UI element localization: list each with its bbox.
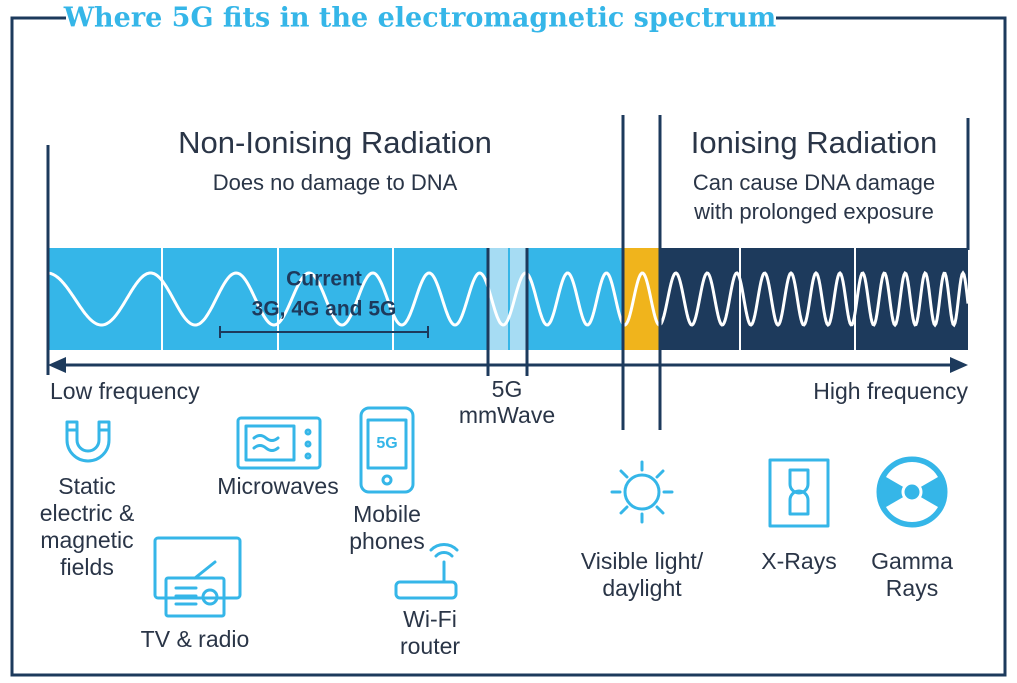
phone-badge: 5G [376, 435, 397, 452]
item-label: Mobile [353, 501, 421, 527]
item-label: Microwaves [217, 473, 338, 499]
subtitle: Can cause DNA damage [693, 170, 935, 195]
band-label: Current [286, 268, 362, 291]
high-frequency: High frequency [813, 378, 968, 404]
dividers [46, 115, 970, 430]
item-label: Wi-Fi [403, 606, 457, 632]
icons [65, 406, 948, 618]
low-frequency: Low frequency [50, 378, 200, 404]
item-label: Gamma [871, 548, 953, 574]
item-label: TV & radio [141, 626, 250, 652]
item-label: electric & [40, 500, 135, 526]
item-label: router [400, 633, 460, 659]
mmwave-label: mmWave [459, 402, 555, 428]
item-label: daylight [602, 575, 682, 601]
item-label: Visible light/ [581, 548, 704, 574]
item-label: magnetic [40, 527, 133, 553]
item-label: X-Rays [761, 548, 836, 574]
item-label: Static [58, 473, 116, 499]
arrow-left [48, 357, 66, 373]
item-label: phones [349, 528, 424, 554]
band-label: 3G, 4G and 5G [252, 298, 397, 321]
title: Where 5G fits in the electromagnetic spe… [63, 3, 777, 34]
spectrum-bar [47, 248, 970, 350]
heading: Non-Ionising Radiation [178, 125, 492, 160]
heading: Ionising Radiation [691, 125, 937, 160]
frame [10, 16, 1007, 677]
arrow-right [950, 357, 968, 373]
item-label: Rays [886, 575, 938, 601]
subtitle: with prolonged exposure [693, 199, 934, 224]
current-bracket [219, 326, 429, 338]
subtitle: Does no damage to DNA [213, 170, 458, 195]
item-label: fields [60, 554, 114, 580]
mmwave-label: 5G [492, 376, 523, 402]
